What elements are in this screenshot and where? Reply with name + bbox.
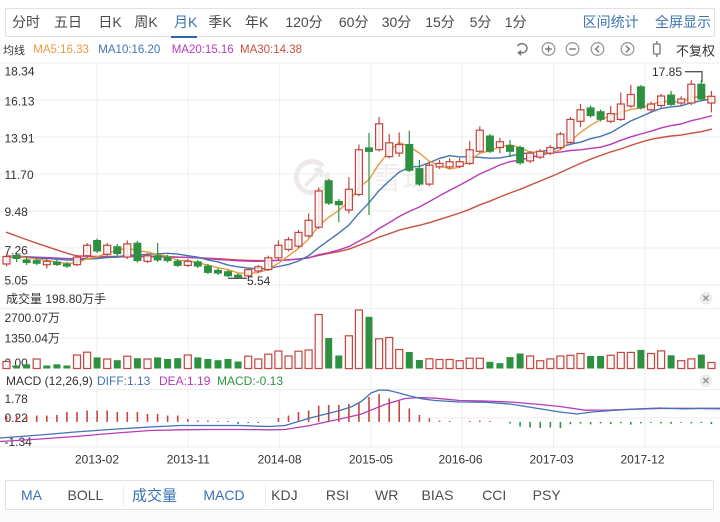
svg-text:成交量 198.80万手: 成交量 198.80万手: [6, 291, 106, 306]
svg-text:2013-11: 2013-11: [167, 453, 210, 467]
svg-text:2013-02: 2013-02: [75, 453, 119, 467]
svg-text:MACD:-0.13: MACD:-0.13: [217, 374, 283, 388]
svg-text:2017-03: 2017-03: [529, 453, 573, 467]
svg-text:MACD (12,26,9): MACD (12,26,9): [6, 374, 93, 388]
svg-text:16.13: 16.13: [5, 95, 35, 109]
svg-text:18.34: 18.34: [5, 65, 35, 79]
svg-text:5.54: 5.54: [247, 274, 271, 288]
svg-text:5.05: 5.05: [5, 274, 29, 288]
svg-text:-1.34: -1.34: [5, 435, 33, 449]
svg-text:2014-08: 2014-08: [258, 453, 302, 467]
svg-text:2016-06: 2016-06: [438, 453, 482, 467]
svg-text:2700.07万: 2700.07万: [5, 311, 60, 325]
svg-text:17.85: 17.85: [652, 65, 682, 79]
svg-text:7.26: 7.26: [5, 244, 29, 258]
svg-text:DIFF:1.13: DIFF:1.13: [97, 374, 151, 388]
svg-text:1350.04万: 1350.04万: [5, 332, 60, 346]
svg-text:2017-12: 2017-12: [620, 453, 664, 467]
svg-text:13.91: 13.91: [5, 132, 35, 146]
svg-text:2015-05: 2015-05: [349, 453, 393, 467]
svg-text:9.48: 9.48: [5, 205, 29, 219]
svg-text:11.70: 11.70: [5, 168, 34, 182]
svg-text:1.78: 1.78: [5, 392, 29, 406]
svg-text:DEA:1.19: DEA:1.19: [159, 374, 211, 388]
svg-text:雪球: 雪球: [371, 161, 433, 196]
